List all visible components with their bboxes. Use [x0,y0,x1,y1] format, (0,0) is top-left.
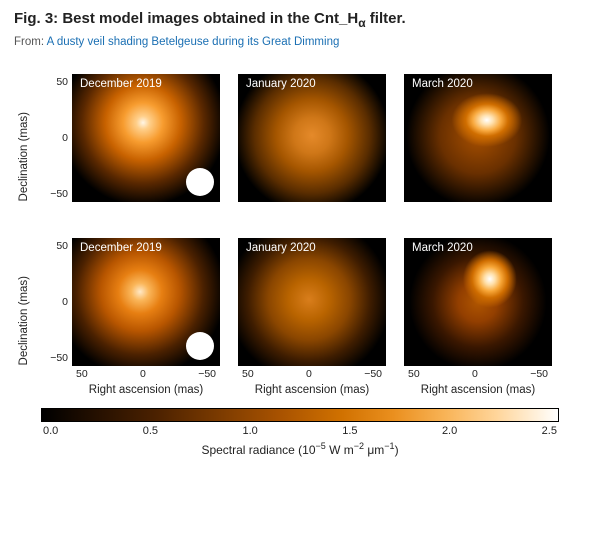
colorbar [41,408,559,422]
panel-a: a December 2019 [72,74,220,202]
colorbar-tick: 2.0 [442,425,457,437]
figure-title-text-a: Best model images obtained in the Cnt_H [62,10,358,27]
panel-c: c March 2020 [404,74,552,202]
y-tick: −50 [50,352,68,364]
x-tick: 50 [242,368,254,380]
colorbar-tick: 0.0 [43,425,58,437]
beam-indicator-d [186,332,214,360]
panel-e: e January 2020 [238,238,386,366]
star-image-f [404,238,552,366]
colorbar-tick: 1.5 [342,425,357,437]
colorbar-sup1: −5 [316,441,326,451]
panel-date-d: December 2019 [80,242,162,254]
x-axis-col1: 50 0 −50 Right ascension (mas) [72,366,220,390]
figure-title-sub: α [358,16,365,30]
star-image-c [404,74,552,202]
panel-f: f March 2020 [404,238,552,366]
source-link[interactable]: A dusty veil shading Betelgeuse during i… [47,36,340,48]
colorbar-ticks: 0.0 0.5 1.0 1.5 2.0 2.5 [41,425,559,437]
x-axis-label-2: Right ascension (mas) [242,384,382,396]
x-tick: −50 [198,368,216,380]
colorbar-label-d: ) [395,443,399,457]
from-line: From: A dusty veil shading Betelgeuse du… [14,36,586,48]
colorbar-sup2: −2 [354,441,364,451]
y-ticks-row2: 50 0 −50 [30,238,72,366]
y-tick: 50 [56,240,68,252]
from-prefix: From: [14,36,47,48]
x-tick: 0 [140,368,146,380]
y-tick: 0 [62,296,68,308]
beam-indicator-a [186,168,214,196]
panel-grid: 50 0 −50 a December 2019 b January 2020 … [30,60,570,390]
panel-date-b: January 2020 [246,78,316,90]
x-tick: 0 [472,368,478,380]
colorbar-tick: 1.0 [242,425,257,437]
y-axis-label-bottom: Declination (mas) [18,276,30,365]
figure-title: Fig. 3: Best model images obtained in th… [14,10,586,30]
panel-d: d December 2019 [72,238,220,366]
x-axis-col3: 50 0 −50 Right ascension (mas) [404,366,552,390]
y-tick: 50 [56,76,68,88]
x-tick: 0 [306,368,312,380]
colorbar-label-b: W m [326,443,354,457]
x-tick: 50 [76,368,88,380]
y-tick: −50 [50,188,68,200]
star-image-e [238,238,386,366]
colorbar-label: Spectral radiance (10−5 W m−2 μm−1) [41,441,559,457]
x-axis-col2: 50 0 −50 Right ascension (mas) [238,366,386,390]
x-tick: 50 [408,368,420,380]
x-axis-label-3: Right ascension (mas) [408,384,548,396]
figure-title-text-b: filter. [366,10,406,27]
colorbar-label-c: μm [364,443,384,457]
panel-grid-wrap: Declination (mas) Declination (mas) 50 0… [30,60,570,390]
panel-date-a: December 2019 [80,78,162,90]
y-tick: 0 [62,132,68,144]
colorbar-tick: 0.5 [143,425,158,437]
panel-date-e: January 2020 [246,242,316,254]
x-tick: −50 [530,368,548,380]
colorbar-label-a: Spectral radiance (10 [201,443,315,457]
colorbar-sup3: −1 [384,441,394,451]
x-tick: −50 [364,368,382,380]
colorbar-tick: 2.5 [542,425,557,437]
x-axis-label-1: Right ascension (mas) [76,384,216,396]
y-axis-label-top: Declination (mas) [18,112,30,201]
panel-date-f: March 2020 [412,242,473,254]
figure-number: Fig. 3: [14,10,58,27]
y-ticks-row1: 50 0 −50 [30,74,72,202]
panel-b: b January 2020 [238,74,386,202]
panel-date-c: March 2020 [412,78,473,90]
colorbar-wrap: 0.0 0.5 1.0 1.5 2.0 2.5 Spectral radianc… [41,408,559,457]
star-image-b [238,74,386,202]
